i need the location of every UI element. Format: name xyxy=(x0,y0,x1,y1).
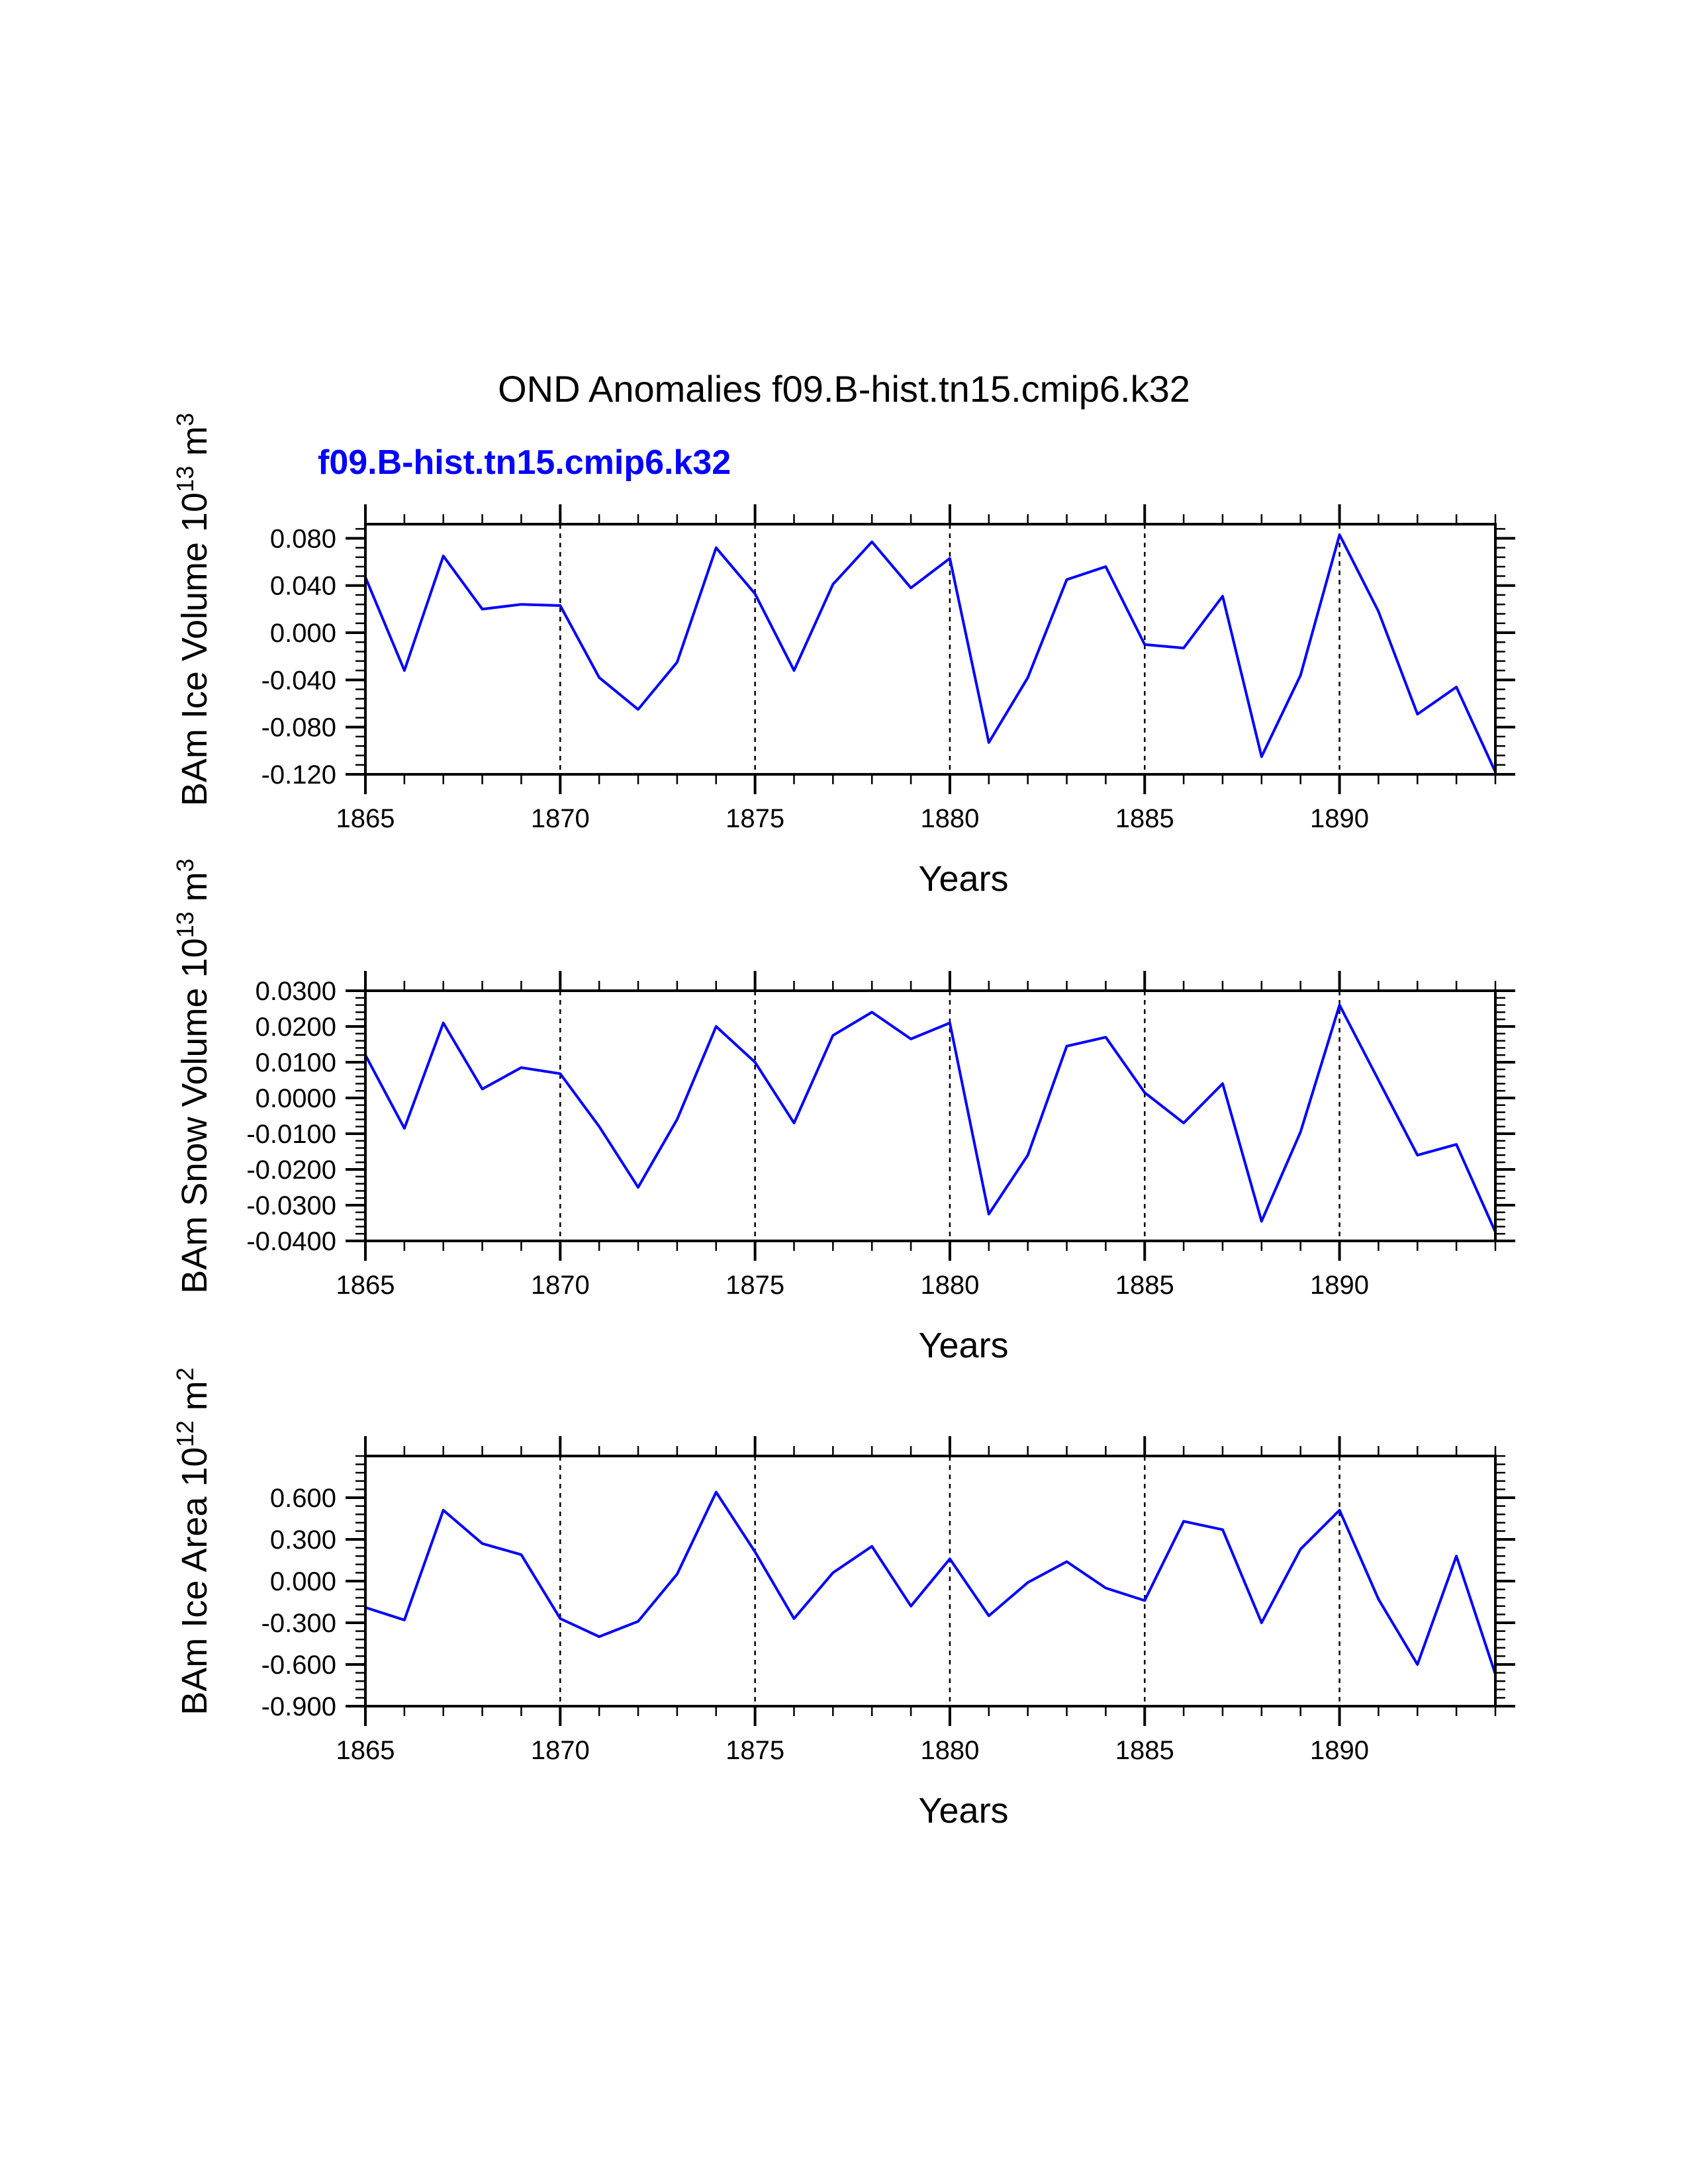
figure-title: OND Anomalies f09.B-hist.tn15.cmip6.k32 xyxy=(498,368,1190,410)
x-tick-label: 1870 xyxy=(531,1271,590,1300)
y-axis-label: BAm Ice Area 1012 m2 xyxy=(171,1367,214,1715)
y-tick-label: -0.300 xyxy=(261,1609,336,1638)
panels: 1865 1870 1875 1880 1885 1890 -0.120 -0.080 -0.0… xyxy=(171,413,1515,1831)
y-tick-label: -0.040 xyxy=(261,666,336,695)
x-tick-label: 1890 xyxy=(1310,804,1369,833)
y-tick-label: 0.0100 xyxy=(256,1048,336,1077)
plot-frame xyxy=(364,1455,1497,1707)
y-tick-label: 0.0200 xyxy=(256,1013,336,1042)
y-axis-label-base: BAm Ice Area 10 xyxy=(175,1447,214,1715)
y-axis-label: BAm Ice Volume 1013 m3 xyxy=(171,413,214,806)
x-tick-label: 1865 xyxy=(336,1271,395,1300)
x-tick-label: 1875 xyxy=(726,1736,784,1765)
y-axis-label-exp: 13 xyxy=(171,911,199,938)
y-tick-label: -0.0100 xyxy=(246,1120,336,1149)
case-label: f09.B-hist.tn15.cmip6.k32 xyxy=(318,443,731,482)
x-tick-label: 1885 xyxy=(1115,804,1174,833)
x-tick-label: 1865 xyxy=(336,804,395,833)
plot-frame xyxy=(364,523,1497,776)
x-axis-label: Years xyxy=(918,1326,1008,1365)
x-tick-label: 1880 xyxy=(920,1271,979,1300)
x-tick-label: 1880 xyxy=(920,804,979,833)
y-axis-label-base: BAm Snow Volume 10 xyxy=(175,938,214,1293)
x-axis-label: Years xyxy=(918,1791,1008,1831)
y-axis-label: BAm Snow Volume 1013 m3 xyxy=(171,858,214,1293)
y-axis-label-base: BAm Ice Volume 10 xyxy=(175,492,214,806)
x-tick-label: 1865 xyxy=(336,1736,395,1765)
y-tick-label: -0.080 xyxy=(261,713,336,743)
x-tick-label: 1870 xyxy=(531,1736,590,1765)
x-tick-label: 1890 xyxy=(1310,1736,1369,1765)
y-axis-label-unit-exp: 2 xyxy=(171,1367,199,1381)
y-tick-label: 0.000 xyxy=(270,1567,336,1596)
y-tick-label: 0.080 xyxy=(270,524,336,553)
plot-frame xyxy=(364,989,1497,1242)
series-line xyxy=(364,533,1497,773)
y-axis-label-unit: m xyxy=(175,872,214,911)
x-tick-label: 1875 xyxy=(726,804,784,833)
y-tick-label: -0.0300 xyxy=(246,1191,336,1220)
y-axis-label-exp: 13 xyxy=(171,466,199,492)
y-tick-label: 0.000 xyxy=(270,619,336,648)
chart-panel-2: 1865 1870 1875 1880 1885 1890 -0.0400 -0.0300 -0… xyxy=(171,858,1515,1365)
x-tick-label: 1885 xyxy=(1115,1271,1174,1300)
chart-panel-1: 1865 1870 1875 1880 1885 1890 -0.120 -0.080 -0.0… xyxy=(171,413,1515,899)
y-axis-label-unit-exp: 3 xyxy=(171,858,199,872)
y-axis-label-unit: m xyxy=(175,1381,214,1420)
y-tick-label: -0.0400 xyxy=(246,1227,336,1256)
x-tick-label: 1880 xyxy=(920,1736,979,1765)
series-line xyxy=(364,1003,1497,1233)
y-tick-label: -0.900 xyxy=(261,1692,336,1721)
y-tick-label: 0.040 xyxy=(270,572,336,601)
y-axis-label-unit: m xyxy=(175,426,214,466)
y-tick-label: 0.0300 xyxy=(256,977,336,1006)
y-tick-label: 0.600 xyxy=(270,1484,336,1513)
x-tick-label: 1870 xyxy=(531,804,590,833)
chart-panel-3: 1865 1870 1875 1880 1885 1890 -0.900 -0.600 -0.3… xyxy=(171,1367,1515,1831)
y-tick-label: -0.120 xyxy=(261,760,336,790)
series-line xyxy=(365,1490,1497,1675)
y-axis-label-exp: 12 xyxy=(171,1420,199,1447)
x-tick-label: 1875 xyxy=(726,1271,784,1300)
y-axis-label-unit-exp: 3 xyxy=(171,413,199,426)
y-tick-label: -0.0200 xyxy=(246,1156,336,1185)
x-tick-label: 1890 xyxy=(1310,1271,1369,1300)
y-tick-label: 0.300 xyxy=(270,1525,336,1555)
x-axis-label: Years xyxy=(918,859,1008,899)
y-tick-label: 0.0000 xyxy=(256,1084,336,1113)
x-tick-label: 1885 xyxy=(1115,1736,1174,1765)
y-tick-label: -0.600 xyxy=(261,1651,336,1680)
